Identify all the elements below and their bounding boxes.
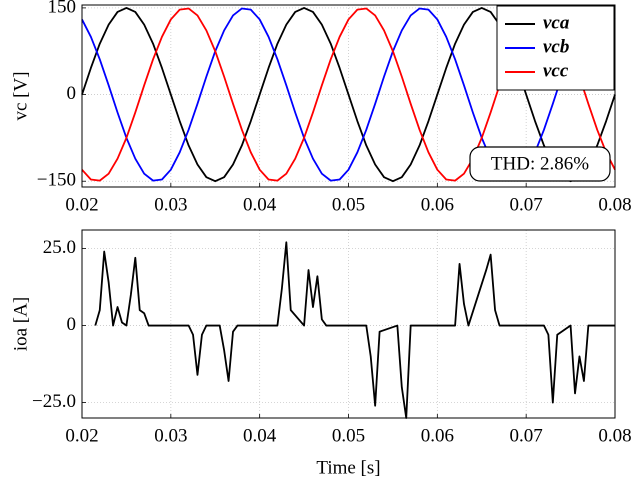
- y-tick-label: 0: [67, 83, 77, 104]
- series-line: [94, 241, 615, 419]
- x-tick-label: 0.02: [65, 425, 98, 446]
- x-tick-label: 0.08: [598, 425, 631, 446]
- y-tick-label: −25.0: [32, 391, 76, 412]
- x-tick-label: 0.03: [154, 425, 187, 446]
- x-tick-label: 0.06: [421, 425, 454, 446]
- x-tick-label: 0.05: [332, 425, 365, 446]
- y-axis-label: ioa [A]: [10, 297, 31, 351]
- x-tick-label: 0.06: [421, 194, 454, 215]
- x-tick-label: 0.02: [65, 194, 98, 215]
- plot-frame: [81, 4, 616, 188]
- legend-label: vcc: [543, 60, 569, 81]
- y-axis-label: vc [V]: [10, 71, 31, 120]
- legend-label: vca: [543, 12, 570, 33]
- x-tick-label: 0.03: [154, 194, 187, 215]
- annotation-box: [469, 146, 611, 182]
- series-line: [81, 6, 616, 183]
- plot-frame: [81, 229, 616, 419]
- y-tick-label: 150: [48, 0, 77, 17]
- x-tick-label: 0.07: [510, 194, 543, 215]
- y-tick-label: 25.0: [43, 237, 76, 258]
- annotation: THD: 2.86%: [491, 153, 589, 174]
- y-tick-label: −150: [37, 170, 76, 191]
- x-tick-label: 0.04: [243, 425, 277, 446]
- y-tick-label: 0: [67, 314, 77, 335]
- x-tick-label: 0.08: [598, 194, 631, 215]
- x-tick-label: 0.05: [332, 194, 365, 215]
- x-axis-label: Time [s]: [316, 457, 380, 478]
- legend-label: vcb: [543, 36, 569, 57]
- x-tick-label: 0.07: [510, 425, 543, 446]
- x-tick-label: 0.04: [243, 194, 277, 215]
